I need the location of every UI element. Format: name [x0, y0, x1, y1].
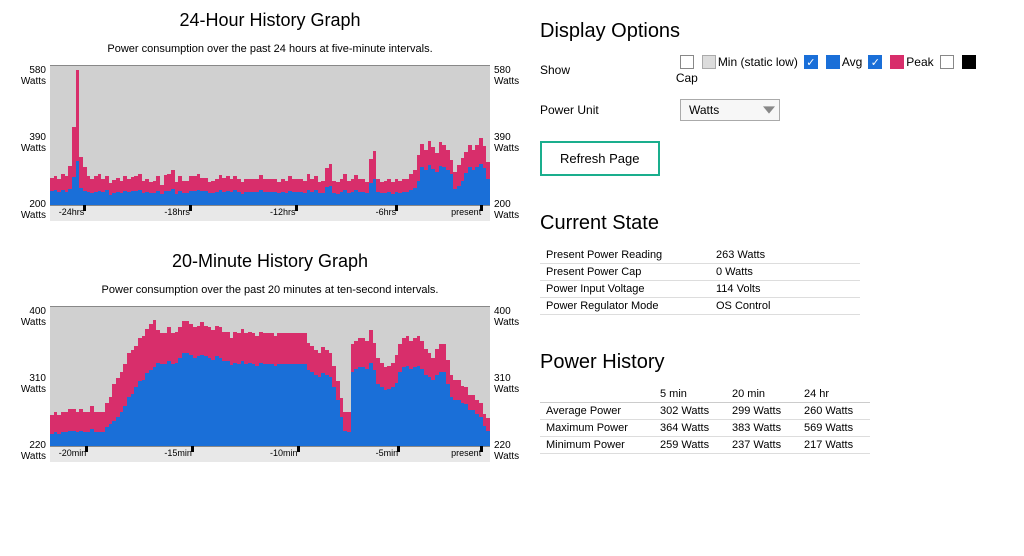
show-label: Show	[540, 63, 676, 77]
chart-20m-subtitle: Power consumption over the past 20 minut…	[10, 284, 530, 296]
table-row: Average Power302 Watts299 Watts260 Watts	[540, 403, 870, 420]
chart-20m-yaxis-right: 400 Watts 310 Watts 220 Watts	[490, 306, 530, 462]
current-state-table: Present Power Reading263 WattsPresent Po…	[540, 247, 860, 315]
chart-20m-title: 20-Minute History Graph	[10, 251, 530, 272]
power-unit-value: Watts	[689, 103, 719, 117]
chart-24h-subtitle: Power consumption over the past 24 hours…	[10, 43, 530, 55]
table-row: Present Power Reading263 Watts	[540, 247, 860, 264]
y-label-top: 580 Watts	[494, 65, 530, 87]
table-row: Power Input Voltage114 Volts	[540, 281, 860, 298]
swatch-min	[702, 55, 716, 69]
chart-20m-canvas	[50, 306, 490, 446]
chart-24h-xaxis: -24hrs-18hrs-12hrs-6hrspresent	[50, 205, 490, 221]
y-label-bot: 200 Watts	[494, 199, 530, 221]
checkbox-cap[interactable]	[940, 55, 954, 69]
y-label-bot: 220 Watts	[10, 440, 46, 462]
chart-20m: 20-Minute History Graph Power consumptio…	[10, 251, 530, 462]
y-label-mid: 310 Watts	[10, 373, 46, 395]
y-label-top: 400 Watts	[494, 306, 530, 328]
power-history-table: 5 min20 min24 hrAverage Power302 Watts29…	[540, 386, 870, 454]
table-row: Power Regulator ModeOS Control	[540, 298, 860, 315]
power-unit-label: Power Unit	[540, 103, 680, 117]
y-label-top: 400 Watts	[10, 306, 46, 328]
y-label-mid: 390 Watts	[10, 132, 46, 154]
y-label-bot: 220 Watts	[494, 440, 530, 462]
y-label-bot: 200 Watts	[10, 199, 46, 221]
table-row: Present Power Cap0 Watts	[540, 264, 860, 281]
chart-24h-title: 24-Hour History Graph	[10, 10, 530, 31]
display-options-section: Display Options Show Min (static low) ✓ …	[540, 20, 990, 176]
chevron-down-icon	[763, 104, 775, 116]
legend-peak-label: Peak	[906, 55, 933, 69]
current-state-title: Current State	[540, 212, 990, 235]
chart-20m-xaxis: -20min-15min-10min-5minpresent	[50, 446, 490, 462]
power-history-section: Power History 5 min20 min24 hrAverage Po…	[540, 351, 990, 454]
legend-min-label: Min (static low)	[718, 55, 798, 69]
table-row: Maximum Power364 Watts383 Watts569 Watts	[540, 420, 870, 437]
power-history-title: Power History	[540, 351, 990, 374]
checkbox-min[interactable]	[680, 55, 694, 69]
y-label-mid: 310 Watts	[494, 373, 530, 395]
chart-24h-yaxis-right: 580 Watts 390 Watts 200 Watts	[490, 65, 530, 221]
chart-24h-canvas	[50, 65, 490, 205]
chart-24h-yaxis-left: 580 Watts 390 Watts 200 Watts	[10, 65, 50, 221]
display-options-title: Display Options	[540, 20, 990, 43]
swatch-cap	[962, 55, 976, 69]
swatch-avg	[826, 55, 840, 69]
legend-cap-label: Cap	[676, 71, 698, 85]
y-label-mid: 390 Watts	[494, 132, 530, 154]
chart-20m-yaxis-left: 400 Watts 310 Watts 220 Watts	[10, 306, 50, 462]
y-label-top: 580 Watts	[10, 65, 46, 87]
legend-avg-label: Avg	[842, 55, 862, 69]
legend-row: Min (static low) ✓ Avg ✓ Peak Cap	[676, 55, 990, 85]
checkbox-peak[interactable]: ✓	[868, 55, 882, 69]
swatch-peak	[890, 55, 904, 69]
current-state-section: Current State Present Power Reading263 W…	[540, 212, 990, 315]
checkbox-avg[interactable]: ✓	[804, 55, 818, 69]
refresh-button[interactable]: Refresh Page	[540, 141, 660, 176]
power-unit-select[interactable]: Watts	[680, 99, 780, 121]
table-row: Minimum Power259 Watts237 Watts217 Watts	[540, 437, 870, 454]
chart-24h: 24-Hour History Graph Power consumption …	[10, 10, 530, 221]
